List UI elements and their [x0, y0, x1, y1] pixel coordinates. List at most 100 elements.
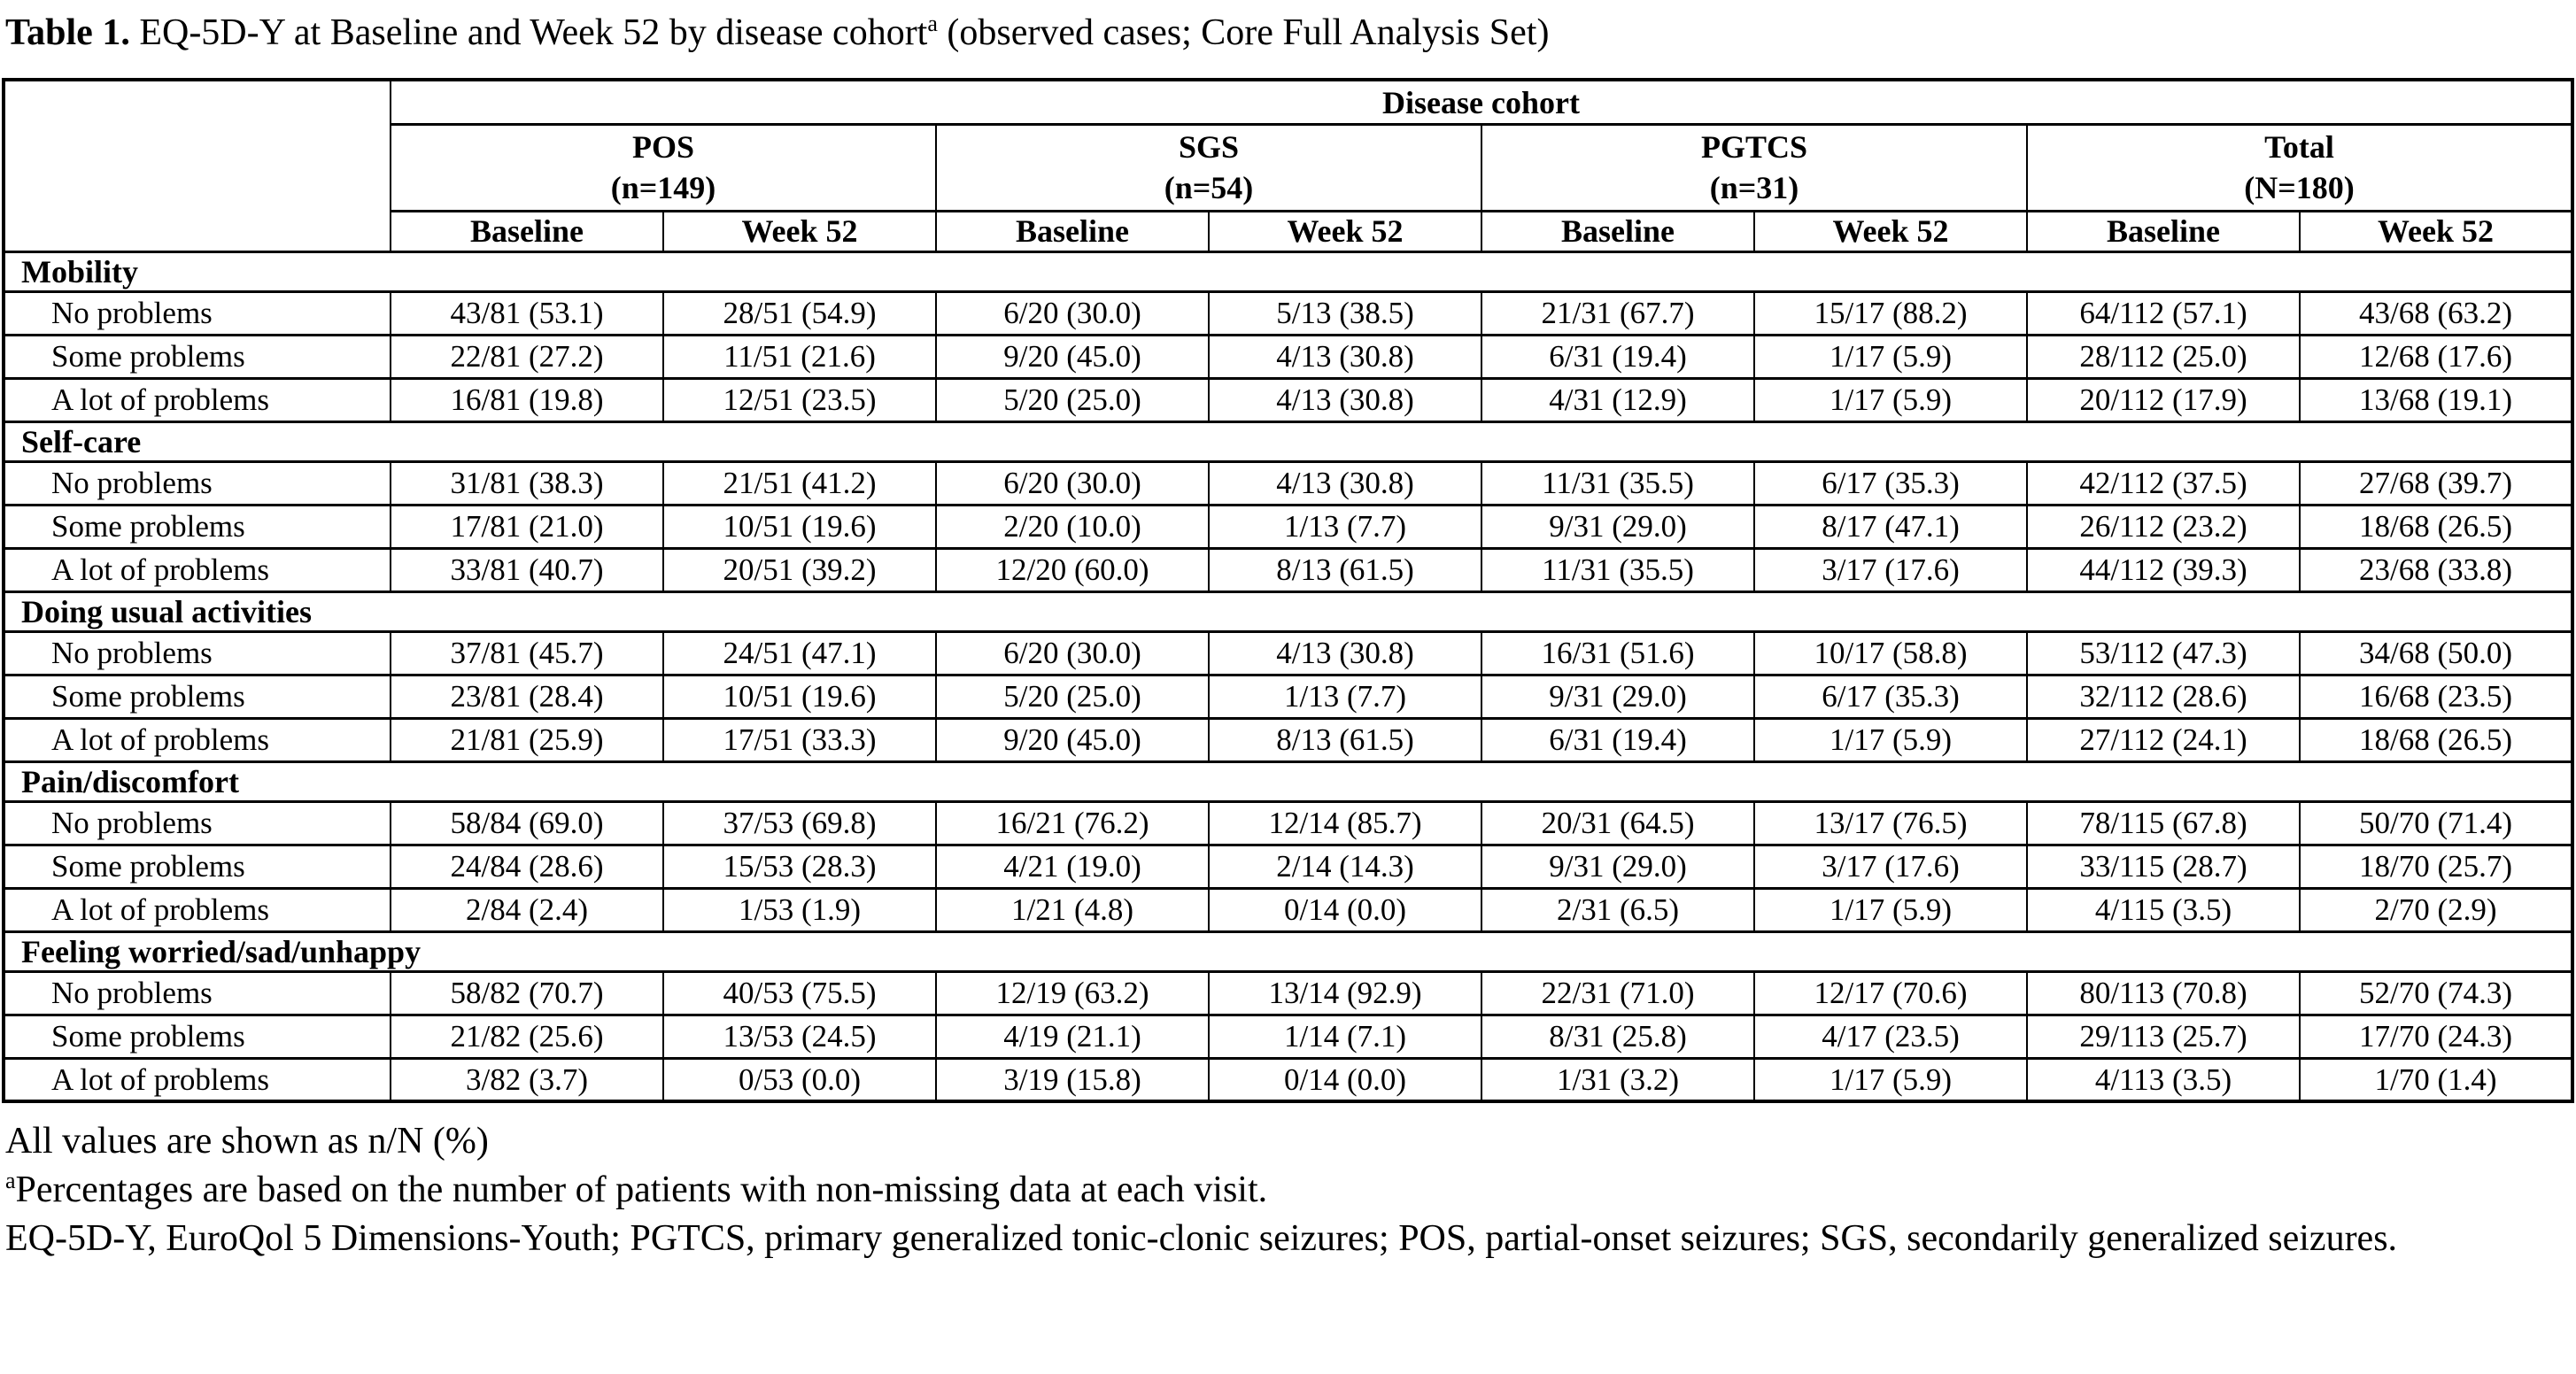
value-cell: 9/20 (45.0): [935, 333, 1210, 380]
value-cell: 12/17 (70.6): [1753, 969, 2028, 1016]
value-cell: 1/21 (4.8): [935, 886, 1210, 933]
section-header-row: Mobility: [3, 250, 2573, 293]
row-label: A lot of problems: [3, 716, 391, 763]
row-label: A lot of problems: [3, 546, 391, 593]
value-cell: 5/20 (25.0): [935, 673, 1210, 720]
value-cell: 23/68 (33.8): [2299, 546, 2573, 593]
value-cell: 11/51 (21.6): [662, 333, 937, 380]
value-cell: 1/14 (7.1): [1208, 1013, 1482, 1060]
cohort-header-pgtcs: PGTCS (n=31): [1481, 122, 2028, 212]
value-cell: 0/14 (0.0): [1208, 1056, 1482, 1103]
table-row: Some problems 21/82 (25.6) 13/53 (24.5) 4/1…: [3, 1013, 2573, 1060]
table-row: Some problems 23/81 (28.4) 10/51 (19.6) 5/2…: [3, 673, 2573, 720]
row-label: Some problems: [3, 503, 391, 550]
value-cell: 24/51 (47.1): [662, 629, 937, 676]
visit-header-week52: Week 52: [1208, 209, 1482, 253]
section-title: Feeling worried/sad/unhappy: [3, 930, 2573, 973]
value-cell: 52/70 (74.3): [2299, 969, 2573, 1016]
value-cell: 33/81 (40.7): [390, 546, 664, 593]
value-cell: 1/17 (5.9): [1753, 886, 2028, 933]
value-cell: 3/82 (3.7): [390, 1056, 664, 1103]
value-cell: 6/20 (30.0): [935, 289, 1210, 336]
value-cell: 12/14 (85.7): [1208, 799, 1482, 846]
value-cell: 1/31 (3.2): [1481, 1056, 1755, 1103]
value-cell: 18/68 (26.5): [2299, 716, 2573, 763]
value-cell: 4/17 (23.5): [1753, 1013, 2028, 1060]
value-cell: 4/31 (12.9): [1481, 376, 1755, 423]
table-row: No problems 58/82 (70.7) 40/53 (75.5) 12/19…: [3, 969, 2573, 1016]
value-cell: 22/81 (27.2): [390, 333, 664, 380]
row-label: Some problems: [3, 843, 391, 890]
table-row: A lot of problems 21/81 (25.9) 17/51 (33.3…: [3, 716, 2573, 763]
value-cell: 3/19 (15.8): [935, 1056, 1210, 1103]
cohort-header-row: POS (n=149) SGS (n=54) PGTCS (n=31) Tota…: [4, 122, 2573, 212]
row-label: No problems: [3, 629, 391, 676]
table-title-footnote-marker: a: [927, 11, 938, 36]
value-cell: 28/112 (25.0): [2026, 333, 2301, 380]
value-cell: 50/70 (71.4): [2299, 799, 2573, 846]
value-cell: 6/31 (19.4): [1481, 333, 1755, 380]
value-cell: 1/53 (1.9): [662, 886, 937, 933]
value-cell: 6/20 (30.0): [935, 459, 1210, 506]
value-cell: 6/17 (35.3): [1753, 673, 2028, 720]
value-cell: 64/112 (57.1): [2026, 289, 2301, 336]
spanner-row: Disease cohort: [3, 78, 2573, 253]
value-cell: 9/31 (29.0): [1481, 673, 1755, 720]
table-row: A lot of problems 3/82 (3.7) 0/53 (0.0) 3/1…: [3, 1056, 2573, 1103]
value-cell: 78/115 (67.8): [2026, 799, 2301, 846]
value-cell: 1/13 (7.7): [1208, 503, 1482, 550]
table-row: No problems 31/81 (38.3) 21/51 (41.2) 6/20 …: [3, 459, 2573, 506]
value-cell: 1/13 (7.7): [1208, 673, 1482, 720]
value-cell: 16/21 (76.2): [935, 799, 1210, 846]
value-cell: 22/31 (71.0): [1481, 969, 1755, 1016]
row-label: No problems: [3, 459, 391, 506]
value-cell: 9/31 (29.0): [1481, 843, 1755, 890]
value-cell: 20/31 (64.5): [1481, 799, 1755, 846]
value-cell: 0/14 (0.0): [1208, 886, 1482, 933]
value-cell: 21/82 (25.6): [390, 1013, 664, 1060]
value-cell: 15/53 (28.3): [662, 843, 937, 890]
section-header-row: Doing usual activities: [3, 590, 2573, 633]
cohort-n: (n=54): [1164, 170, 1254, 206]
value-cell: 4/13 (30.8): [1208, 376, 1482, 423]
value-cell: 17/51 (33.3): [662, 716, 937, 763]
visit-header-week52: Week 52: [662, 209, 937, 253]
footnote-percentages: aPercentages are based on the number of …: [5, 1166, 2533, 1215]
value-cell: 9/31 (29.0): [1481, 503, 1755, 550]
value-cell: 58/84 (69.0): [390, 799, 664, 846]
value-cell: 10/51 (19.6): [662, 673, 937, 720]
visit-header-week52: Week 52: [2299, 209, 2573, 253]
stub-cell: [3, 78, 391, 253]
value-cell: 4/13 (30.8): [1208, 629, 1482, 676]
table-title-number: Table 1.: [5, 12, 130, 53]
value-cell: 8/17 (47.1): [1753, 503, 2028, 550]
cohort-name: Total: [2264, 129, 2334, 166]
visit-header-baseline: Baseline: [390, 209, 664, 253]
value-cell: 8/13 (61.5): [1208, 546, 1482, 593]
section-header-row: Pain/discomfort: [3, 760, 2573, 803]
value-cell: 27/112 (24.1): [2026, 716, 2301, 763]
value-cell: 6/17 (35.3): [1753, 459, 2028, 506]
value-cell: 27/68 (39.7): [2299, 459, 2573, 506]
section-title: Pain/discomfort: [3, 760, 2573, 803]
row-label: No problems: [3, 289, 391, 336]
value-cell: 5/13 (38.5): [1208, 289, 1482, 336]
value-cell: 18/70 (25.7): [2299, 843, 2573, 890]
row-label: A lot of problems: [3, 1056, 391, 1103]
value-cell: 12/51 (23.5): [662, 376, 937, 423]
table-row: No problems 58/84 (69.0) 37/53 (69.8) 16/21…: [3, 799, 2573, 846]
disease-cohort-spanner: Disease cohort: [390, 78, 2573, 126]
table-row: No problems 43/81 (53.1) 28/51 (54.9) 6/20 …: [3, 289, 2573, 336]
cohort-n: (N=180): [2244, 170, 2355, 206]
value-cell: 23/81 (28.4): [390, 673, 664, 720]
row-label: Some problems: [3, 673, 391, 720]
value-cell: 12/68 (17.6): [2299, 333, 2573, 380]
visit-header-baseline: Baseline: [2026, 209, 2301, 253]
value-cell: 4/13 (30.8): [1208, 333, 1482, 380]
value-cell: 6/31 (19.4): [1481, 716, 1755, 763]
value-cell: 2/14 (14.3): [1208, 843, 1482, 890]
table-row: Some problems 24/84 (28.6) 15/53 (28.3) 4/2…: [3, 843, 2573, 890]
value-cell: 21/81 (25.9): [390, 716, 664, 763]
table-title-suffix: (observed cases; Core Full Analysis Set): [937, 12, 1550, 53]
